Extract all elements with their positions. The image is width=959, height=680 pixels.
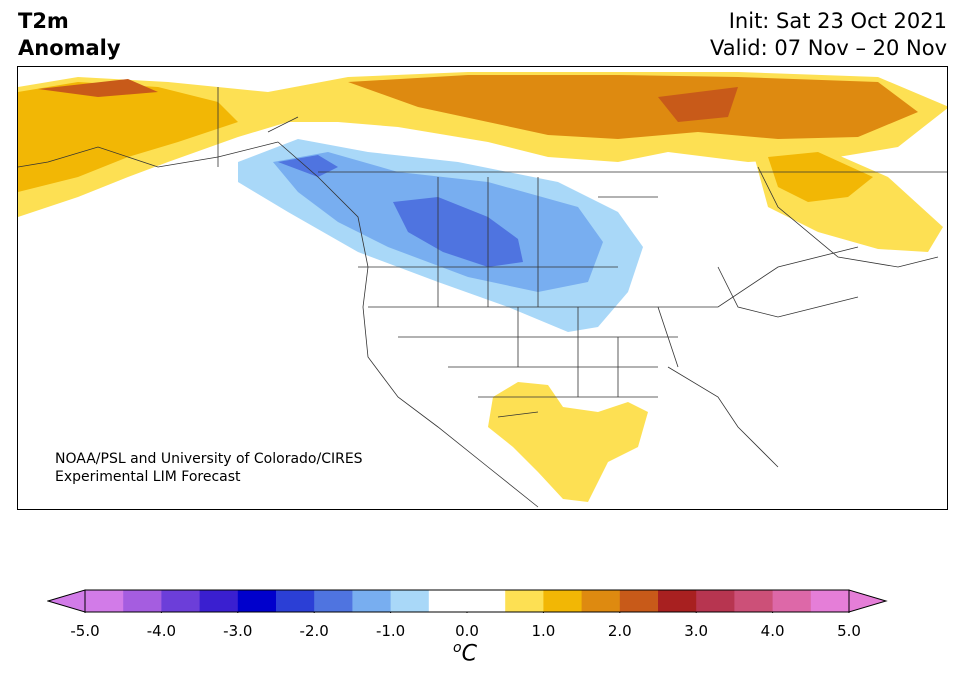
colorbar-segment [658,590,697,612]
colorbar-segment [352,590,392,612]
colorbar-over-arrow [848,589,888,613]
colorbar-tick-label: -3.0 [223,622,253,640]
colorbar-tick-label: 0.0 [455,622,479,640]
warm-region-arctic-core [348,75,918,139]
colorbar-tick-label: -1.0 [375,622,406,640]
warm-region-alaska-core [18,82,238,192]
units-celsius: C [461,641,477,667]
colorbar-tick-label: -5.0 [70,622,100,640]
colorbar-under-arrow [47,589,86,613]
title-line-1: T2m [18,9,69,33]
colorbar-tick-label: -2.0 [299,622,329,640]
credit-line-1: NOAA/PSL and University of Colorado/CIRE… [55,451,363,467]
colorbar-segment [314,590,353,612]
init-date: Init: Sat 23 Oct 2021 [728,9,947,33]
colorbar-tick-label: 1.0 [531,622,556,640]
credit-text: NOAA/PSL and University of Colorado/CIRE… [55,450,363,486]
warm-region-arctic-hot [658,87,738,122]
colorbar-tick-label: 4.0 [760,622,785,640]
cold-region-core [393,197,523,267]
colorbar-segment [123,590,162,612]
anomaly-map [17,66,948,510]
units-degree: o [453,640,462,656]
colorbar-segment [696,590,735,612]
title-line-2: Anomaly [18,36,121,60]
colorbar-segment [619,590,659,612]
colorbar-segment [467,590,506,612]
valid-range: Valid: 07 Nov – 20 Nov [710,36,947,60]
colorbar-segment [428,590,468,612]
colorbar [47,589,888,613]
colorbar-tick-label: 3.0 [684,622,709,640]
boundary-lines [18,87,947,508]
colorbar-segment [161,590,201,612]
colorbar-segment [276,590,315,612]
colorbar-segment [543,590,583,612]
colorbar-segment [772,590,812,612]
map-canvas [18,72,947,508]
colorbar-segment [734,590,774,612]
credit-line-2: Experimental LIM Forecast [55,469,241,485]
forecast-dates: Init: Sat 23 Oct 2021 Valid: 07 Nov – 20… [710,8,947,62]
warm-region-alaska-hot [38,79,158,97]
map-title: T2m Anomaly [18,8,121,62]
warm-region-texas [488,382,648,502]
colorbar-segment [199,590,239,612]
units-label: oC [453,640,477,666]
cold-region-inner [278,155,338,177]
colorbar-segment [237,590,277,612]
colorbar-segment [390,590,430,612]
colorbar-tick-label: 5.0 [837,622,861,640]
warm-region-quebec-core [768,152,873,202]
colorbar-tick-label: -4.0 [146,622,177,640]
colorbar-tick-label: 2.0 [607,622,632,640]
colorbar-segment [810,590,850,612]
colorbar-segment [85,590,124,612]
colorbar-segment [581,590,621,612]
colorbar-segment [505,590,544,612]
